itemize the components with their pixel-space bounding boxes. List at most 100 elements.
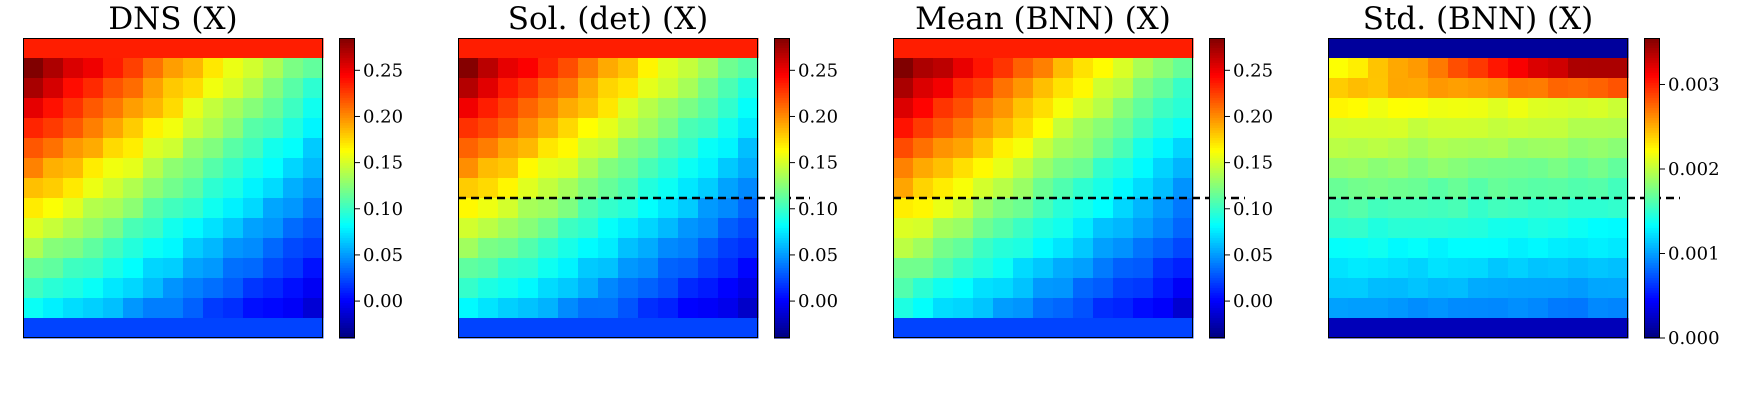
heatmap-cell <box>1468 278 1489 299</box>
colorbar-segment <box>1209 48 1225 52</box>
heatmap-cell <box>63 258 84 279</box>
colorbar-segment <box>339 265 355 269</box>
heatmap-cell <box>1508 258 1529 279</box>
colorbar-segment <box>1209 328 1225 332</box>
heatmap-cell <box>1133 58 1154 79</box>
heatmap-cell <box>518 118 539 139</box>
colorbar-segment <box>774 313 790 317</box>
heatmap-cell <box>1468 198 1489 219</box>
heatmap-cell <box>1013 178 1034 199</box>
heatmap-cell <box>458 118 479 139</box>
colorbar-segment <box>774 238 790 242</box>
heatmap-cell <box>143 158 164 179</box>
colorbar-segment <box>774 125 790 129</box>
colorbar-segment <box>774 315 790 319</box>
heatmap-cell <box>1093 78 1114 99</box>
colorbar-segment <box>1209 315 1225 319</box>
heatmap-cell <box>538 238 559 259</box>
heatmap-cell <box>913 118 934 139</box>
colorbar-segment <box>774 290 790 294</box>
heatmap-cell <box>698 198 719 219</box>
heatmap-cell <box>303 318 324 339</box>
heatmap-cell <box>283 38 304 59</box>
heatmap-cell <box>1388 298 1409 319</box>
colorbar-tick-label: 0.20 <box>798 106 838 127</box>
colorbar-segment <box>1209 330 1225 334</box>
colorbar-segment <box>339 280 355 284</box>
colorbar-segment <box>1644 38 1660 42</box>
heatmap-cell <box>123 178 144 199</box>
heatmap-cell <box>1053 258 1074 279</box>
colorbar-segment <box>339 155 355 159</box>
heatmap-cell <box>123 78 144 99</box>
heatmap-cell <box>1053 178 1074 199</box>
colorbar-segment <box>774 195 790 199</box>
heatmap-cell <box>283 258 304 279</box>
heatmap-cell <box>1548 158 1569 179</box>
heatmap-cell <box>518 58 539 79</box>
heatmap-cell <box>558 278 579 299</box>
heatmap-cell <box>103 238 124 259</box>
heatmap-cell <box>1173 178 1194 199</box>
colorbar-segment <box>1209 130 1225 134</box>
heatmap-cell <box>518 318 539 339</box>
colorbar-segment <box>1209 253 1225 257</box>
heatmap-cell <box>1508 138 1529 159</box>
colorbar-segment <box>339 293 355 297</box>
heatmap-cell <box>993 238 1014 259</box>
heatmap-cell <box>103 158 124 179</box>
heatmap-cell <box>558 238 579 259</box>
heatmap-cell <box>598 178 619 199</box>
colorbar-segment <box>339 320 355 324</box>
heatmap-cell <box>993 78 1014 99</box>
heatmap-cell <box>1113 138 1134 159</box>
heatmap-cell <box>518 278 539 299</box>
colorbar-segment <box>774 208 790 212</box>
heatmap-cell <box>1408 298 1429 319</box>
heatmap-cell <box>1548 258 1569 279</box>
colorbar-segment <box>1209 110 1225 114</box>
heatmap-cell <box>638 238 659 259</box>
colorbar-segment <box>339 198 355 202</box>
heatmap-cell <box>578 278 599 299</box>
heatmap-cell <box>538 258 559 279</box>
colorbar-segment <box>339 123 355 127</box>
heatmap-cell <box>1073 198 1094 219</box>
heatmap-cell <box>1448 98 1469 119</box>
colorbar-segment <box>1644 58 1660 62</box>
heatmap-cell <box>1408 198 1429 219</box>
heatmap-cell <box>43 298 64 319</box>
heatmap-cell <box>618 218 639 239</box>
chart-panel-det: Sol. (det) (X) 0.00 0.05 0.10 0.15 0.20 0.25 <box>458 1 838 339</box>
colorbar-segment <box>1644 150 1660 154</box>
heatmap-cell <box>1428 198 1449 219</box>
heatmap-cell <box>1488 198 1509 219</box>
colorbar-segment <box>1209 270 1225 274</box>
colorbar-segment <box>1209 303 1225 307</box>
heatmap-cell <box>478 38 499 59</box>
colorbar-segment <box>1644 213 1660 217</box>
heatmap-cell <box>1608 58 1629 79</box>
heatmap-cell <box>1328 278 1349 299</box>
colorbar-segment <box>774 105 790 109</box>
heatmap-cell <box>458 38 479 59</box>
colorbar-segment <box>774 68 790 72</box>
colorbar-segment <box>774 255 790 259</box>
colorbar-segment <box>1209 158 1225 162</box>
colorbar-segment <box>1644 330 1660 334</box>
heatmap-cell <box>1133 258 1154 279</box>
heatmap-cell <box>993 98 1014 119</box>
heatmap-cell <box>103 58 124 79</box>
colorbar-segment <box>1644 168 1660 172</box>
colorbar-segment <box>339 45 355 49</box>
heatmap-cell <box>163 78 184 99</box>
heatmap-cell <box>1468 218 1489 239</box>
heatmap-cell <box>1408 58 1429 79</box>
heatmap-cell <box>1113 318 1134 339</box>
heatmap-cell <box>103 278 124 299</box>
colorbar-tick-label: 0.001 <box>1668 243 1720 264</box>
colorbar-segment <box>774 155 790 159</box>
heatmap-cell <box>993 258 1014 279</box>
heatmap-cell <box>558 258 579 279</box>
heatmap-cell <box>558 58 579 79</box>
